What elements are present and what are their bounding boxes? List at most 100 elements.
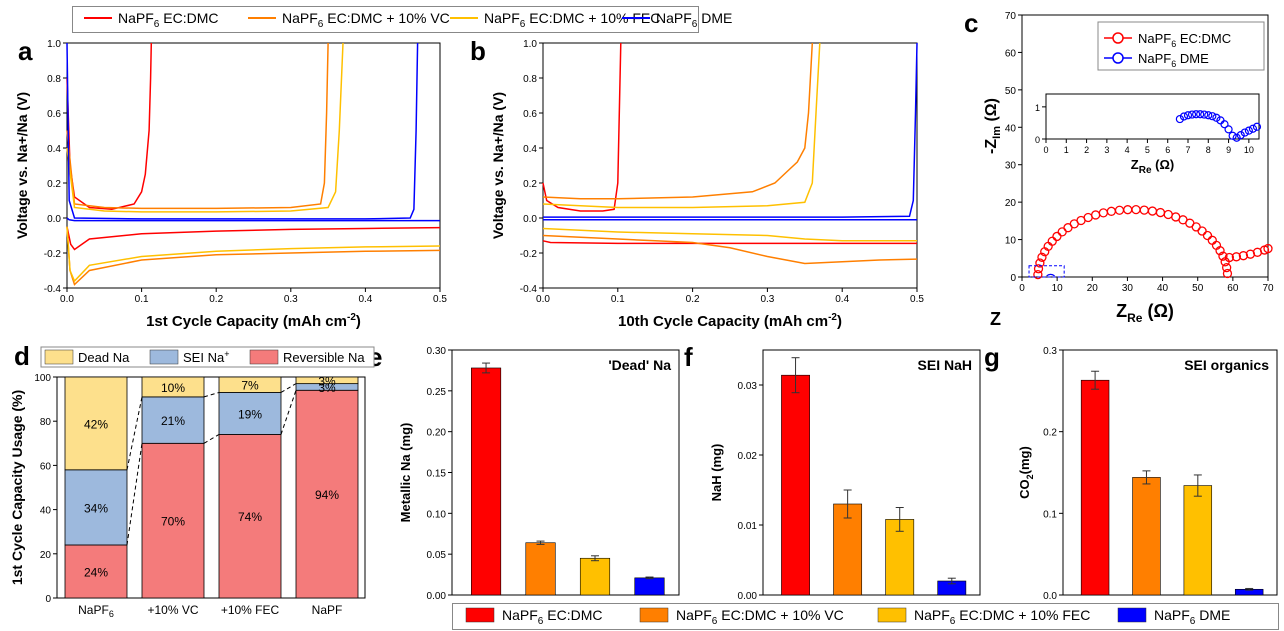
panel-e-title: 'Dead' Na <box>608 357 671 373</box>
panel-e-ytick-label: 0.20 <box>427 428 447 439</box>
panel-c-ytick-label: 50 <box>1005 86 1017 97</box>
panel-e-ytick-label: 0.30 <box>427 346 447 357</box>
panel-d-ytick-label: 80 <box>40 417 52 428</box>
panel-a-ytick-label: 0.4 <box>47 144 61 155</box>
panel-b-ytick-label: 0.4 <box>523 144 537 155</box>
panel-d-bar-label: 24% <box>84 565 108 579</box>
panel-c-ecdmc-point <box>1197 226 1207 236</box>
panel-b-ylabel: Voltage vs. Na+/Na (V) <box>490 92 506 239</box>
panel-d-xtick-label: +10% VC <box>147 603 198 617</box>
panel-a-ytick-label: 0.6 <box>47 109 61 120</box>
panel-c-ytick-label: 60 <box>1005 48 1017 59</box>
panel-c-inset-dme-point <box>1196 110 1205 119</box>
panel-b-xtick-label: 0.4 <box>835 294 849 305</box>
panel-e-bar-ecdmc <box>470 367 502 596</box>
panel-c-ecdmc-point <box>1215 246 1225 256</box>
panel-d-legend-label-0: Dead Na <box>78 350 130 365</box>
panel-d-ytick-label: 0 <box>45 594 51 605</box>
top-legend-item-2-label: NaPF6 EC:DMC + 10% FEC <box>484 10 660 30</box>
panel-c-inset-dme-point <box>1192 110 1201 119</box>
panel-c-ytick-label: 20 <box>1005 198 1017 209</box>
panel-c-inset-dme-point <box>1200 110 1209 119</box>
panel-c-ecdmc-point <box>1090 210 1101 220</box>
panel-c-dme-arc <box>1046 273 1055 277</box>
top-legend-item-3-label: NaPF6 DME <box>656 10 732 30</box>
panel-b-vc-curve-1 <box>542 42 814 200</box>
panel-d-ytick-label: 60 <box>40 461 52 472</box>
panel-a-xtick-label: 0.1 <box>135 294 149 305</box>
panel-b-frame <box>542 42 918 289</box>
panel-c-inset-dme-point <box>1236 131 1245 140</box>
panel-c-ecdmc-point <box>1155 207 1166 218</box>
panel-e-bar-fec <box>579 557 611 596</box>
panel-a-dme-curve-0 <box>66 217 440 222</box>
panel-d-bar-label: 94% <box>315 488 339 502</box>
panel-c-ecdmc-point <box>1139 205 1149 215</box>
panel-a-xtick-label: 0.0 <box>60 294 74 305</box>
panel-b-xtick-label: 0.5 <box>910 294 924 305</box>
panel-e-ylabel: Metallic Na (mg) <box>398 423 413 523</box>
panel-b-fec-curve-0 <box>542 227 917 242</box>
panel-a-ylabel: Voltage vs. Na+/Na (V) <box>14 92 30 239</box>
panel-c-xtick-label: 10 <box>1052 283 1064 294</box>
panel-g-ytick-label: 0.1 <box>1043 509 1057 520</box>
panel-e-ytick-label: 0.15 <box>427 469 447 480</box>
panel-g-ytick-label: 0.0 <box>1043 591 1057 602</box>
panel-b-xtick-label: 0.3 <box>760 294 774 305</box>
panel-d-bar-rev <box>295 389 359 599</box>
panel-b-ytick-label: 0.2 <box>523 179 537 190</box>
panel-d-bar-label: 19% <box>238 407 262 421</box>
panel-a-xtick-label: 0.5 <box>433 294 447 305</box>
panel-c-inset-frame <box>1045 93 1260 140</box>
panel-d-bar-label: 21% <box>161 414 185 428</box>
panel-d-bar-dead <box>141 376 205 398</box>
panel-d-bar-label: 3% <box>318 381 336 395</box>
panel-c-inset-xtick-label: 5 <box>1145 145 1150 155</box>
panel-c-xtick-label: 40 <box>1157 283 1169 294</box>
panel-c-ecdmc-point <box>1222 268 1233 279</box>
panel-f-ytick-label: 0.03 <box>738 381 758 392</box>
panel-letter-b: b <box>470 36 486 66</box>
panel-c-ecdmc-point <box>1052 231 1062 242</box>
panel-d-legend-swatch-2 <box>249 349 279 365</box>
panel-b-xtick-label: 0.1 <box>611 294 625 305</box>
panel-a-xtick-label: 0.2 <box>209 294 223 305</box>
panel-b-ecdmc-curve-0 <box>542 240 917 245</box>
panel-c-inset-dme-point <box>1187 110 1197 119</box>
panel-c-ecdmc-point <box>1131 204 1141 215</box>
panel-c-inset-xtick-label: 6 <box>1165 145 1170 155</box>
panel-g-frame <box>1062 349 1278 596</box>
panel-d-xtick-label: NaPF6 <box>78 603 114 619</box>
panel-c-ecdmc-point <box>1047 236 1057 246</box>
panel-b-fec-curve-1 <box>542 42 821 209</box>
panel-e-bar-dme <box>634 577 665 596</box>
panel-c-legend-label-1: NaPF6 DME <box>1138 51 1209 69</box>
panel-c-inset-xtick-label: 8 <box>1206 145 1211 155</box>
panel-d-ytick-label: 20 <box>40 550 52 561</box>
panel-c-inset-ytick-label: 0 <box>1035 135 1040 145</box>
panel-c-xtick-label: 20 <box>1087 283 1099 294</box>
panel-d-connector <box>280 383 297 393</box>
panel-d-ytick-label: 100 <box>34 373 51 384</box>
panel-d-bar-rev <box>218 434 282 599</box>
panel-c-inset-dme-point <box>1208 112 1217 121</box>
panel-c-ecdmc-point <box>1057 227 1067 237</box>
bottom-legend-label-3: NaPF6 DME <box>1154 607 1230 627</box>
panel-d-bar-label: 74% <box>238 510 262 524</box>
panel-c-inset-xlabel: ZRe (Ω) <box>1131 157 1174 176</box>
panel-a-ytick-label: 0.2 <box>47 179 61 190</box>
panel-c-inset-dme-point <box>1183 111 1193 120</box>
panel-b-ecdmc-curve-1 <box>542 42 622 212</box>
panel-letter-f: f <box>684 342 693 372</box>
panel-g-bar-vc <box>1132 477 1161 596</box>
panel-c-inset-xtick-label: 9 <box>1226 145 1231 155</box>
panel-d-xtick-label: NaPF <box>312 603 343 617</box>
panel-c-ecdmc-point <box>1083 212 1093 223</box>
panel-c-ecdmc-point <box>1231 252 1242 262</box>
panel-c-inset-dme-point <box>1204 111 1213 120</box>
panel-c-xtick-label: 50 <box>1192 283 1204 294</box>
panel-b-ytick-label: -0.2 <box>520 249 538 260</box>
panel-a-ytick-label: -0.2 <box>44 249 62 260</box>
panel-d-bar-label: 34% <box>84 501 108 515</box>
panel-c-inset-dme-point <box>1232 133 1241 142</box>
